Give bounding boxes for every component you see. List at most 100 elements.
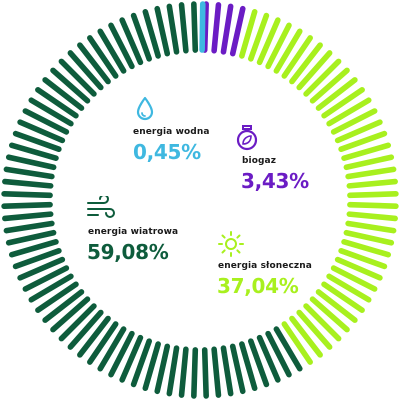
slice-label-biogas: biogaz (242, 156, 277, 166)
tick-wind (142, 341, 161, 392)
tick-sun (334, 119, 383, 144)
tick-wind (58, 303, 97, 342)
tick-sun (343, 154, 395, 171)
slice-value-water: 0,45% (133, 140, 201, 164)
tick-sun (315, 289, 358, 323)
tick-sun (315, 77, 358, 111)
biogas-flask-icon (236, 125, 258, 151)
tick-wind (42, 77, 85, 111)
tick-sun (326, 97, 372, 127)
tick-wind (220, 345, 234, 397)
tick-wind (87, 321, 119, 365)
tick-sun (338, 248, 388, 270)
tick-sun (334, 256, 383, 281)
tick-sun (281, 321, 313, 365)
tick-sun (326, 273, 372, 303)
tick-biogas-flask (211, 2, 222, 54)
slice-value-biogas: 3,43% (241, 169, 309, 193)
tick-wind (1, 191, 53, 199)
tick-wind (130, 338, 152, 388)
tick-wind (229, 343, 246, 395)
tick-wind (154, 5, 171, 57)
tick-sun (303, 58, 342, 97)
tick-wind (108, 22, 135, 70)
tick-biogas-flask (229, 5, 246, 57)
tick-wind (108, 330, 135, 378)
tick-sun (273, 28, 303, 74)
tick-sun (341, 142, 392, 161)
tick-sun (256, 17, 281, 66)
tick-water-drop (199, 1, 206, 53)
tick-wind (119, 334, 144, 383)
tick-wind (8, 239, 59, 258)
water-drop-icon (136, 96, 154, 121)
tick-sun (303, 303, 342, 342)
tick-wind (77, 315, 111, 358)
tick-wind (119, 17, 144, 66)
tick-wind (87, 35, 119, 79)
tick-sun (309, 67, 350, 104)
tick-wind (42, 289, 85, 323)
tick-sun (296, 309, 333, 350)
tick-wind (5, 229, 57, 246)
tick-wind (154, 343, 171, 395)
tick-wind (12, 248, 62, 270)
tick-wind (178, 2, 189, 54)
tick-wind (17, 119, 66, 144)
tick-wind (256, 334, 281, 383)
tick-sun (289, 315, 323, 358)
tick-wind (58, 58, 97, 97)
tick-biogas-flask (220, 3, 234, 55)
tick-wind (77, 42, 111, 85)
tick-sun (347, 191, 399, 199)
tick-wind (248, 338, 270, 388)
tick-sun (345, 220, 397, 234)
tick-wind (97, 28, 127, 74)
tick-wind (28, 97, 74, 127)
tick-wind (22, 108, 70, 135)
tick-sun (321, 281, 365, 313)
tick-wind (191, 347, 199, 399)
tick-sun (343, 229, 395, 246)
tick-wind (28, 273, 74, 303)
tick-wind (130, 12, 152, 62)
tick-sun (341, 239, 392, 258)
tick-sun (346, 178, 398, 189)
tick-sun (309, 296, 350, 333)
tick-sun (248, 12, 270, 62)
tick-sun (265, 22, 292, 70)
tick-wind (67, 309, 104, 350)
tick-sun (330, 265, 378, 292)
sun-icon (218, 231, 244, 257)
wind-icon (87, 196, 115, 218)
slice-label-solar: energia słoneczna (218, 261, 312, 271)
tick-wind (3, 220, 55, 234)
tick-sun (239, 8, 258, 59)
slice-label-wind: energia wiatrowa (88, 227, 179, 237)
tick-wind (2, 211, 54, 222)
tick-wind (166, 3, 180, 55)
tick-wind (3, 166, 55, 180)
tick-wind (178, 346, 189, 398)
tick-sun (289, 42, 323, 85)
tick-sun (330, 108, 378, 135)
tick-sun (346, 211, 398, 222)
tick-wind (67, 50, 104, 91)
tick-wind (50, 67, 91, 104)
tick-wind (17, 256, 66, 281)
tick-wind (12, 130, 62, 152)
tick-sun (321, 87, 365, 119)
slice-value-solar: 37,04% (217, 274, 299, 298)
tick-wind (35, 87, 79, 119)
tick-wind (166, 345, 180, 397)
tick-wind (265, 330, 292, 378)
tick-wind (273, 326, 303, 372)
tick-wind (97, 326, 127, 372)
tick-wind (201, 347, 209, 399)
tick-wind (22, 265, 70, 292)
tick-wind (142, 8, 161, 59)
slice-value-wind: 59,08% (87, 240, 169, 264)
tick-wind (1, 201, 53, 209)
